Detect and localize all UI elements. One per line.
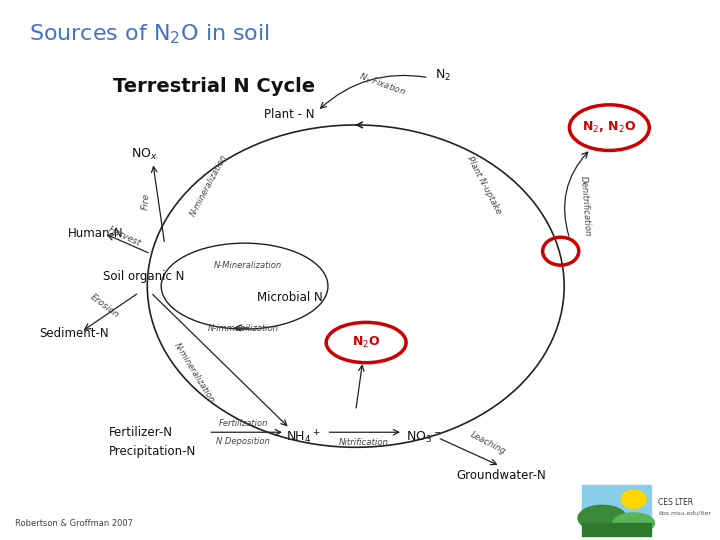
Text: NH$_4$$^+$: NH$_4$$^+$ <box>287 429 321 447</box>
Text: Human-N: Human-N <box>68 227 123 240</box>
Text: Denitrification: Denitrification <box>578 176 592 237</box>
Text: Sources of N$_2$O in soil: Sources of N$_2$O in soil <box>30 23 270 46</box>
Text: kbs.msu.edu/lter: kbs.msu.edu/lter <box>658 510 711 515</box>
Text: Fire: Fire <box>140 192 151 210</box>
Text: N$_2$, N$_2$O: N$_2$, N$_2$O <box>582 120 636 135</box>
Text: Erosion: Erosion <box>88 293 120 320</box>
Text: Leaching: Leaching <box>469 430 507 456</box>
Text: N$_2$ Fixation: N$_2$ Fixation <box>357 70 408 99</box>
Text: N$_2$O: N$_2$O <box>352 335 380 350</box>
Text: N-mineralization: N-mineralization <box>188 152 229 218</box>
Text: Fertilizer-N: Fertilizer-N <box>109 426 173 438</box>
Text: Sediment-N: Sediment-N <box>40 327 109 340</box>
Text: Groundwater-N: Groundwater-N <box>456 469 546 482</box>
Text: N Deposition: N Deposition <box>216 437 270 447</box>
Text: Microbial N: Microbial N <box>257 292 323 305</box>
Text: Robertson & Groffman 2007: Robertson & Groffman 2007 <box>15 519 133 528</box>
Text: N$_2$: N$_2$ <box>435 68 451 83</box>
Text: Plant N-uptake: Plant N-uptake <box>465 155 503 215</box>
Text: Terrestrial N Cycle: Terrestrial N Cycle <box>112 77 315 96</box>
Text: Soil organic N: Soil organic N <box>103 270 184 283</box>
Text: N-mineralization: N-mineralization <box>173 341 217 405</box>
Text: NO$_3$$^-$: NO$_3$$^-$ <box>406 430 441 445</box>
Text: N-Mineralization: N-Mineralization <box>214 261 282 270</box>
Text: Plant - N: Plant - N <box>264 107 315 121</box>
Text: NO$_x$: NO$_x$ <box>130 147 157 162</box>
Text: Fertilization: Fertilization <box>218 418 268 428</box>
Text: CES LTER: CES LTER <box>658 497 693 507</box>
Text: N-immobilization: N-immobilization <box>207 323 279 333</box>
Text: Harvest: Harvest <box>107 225 143 248</box>
Text: Nitrification: Nitrification <box>339 438 389 448</box>
Text: Precipitation-N: Precipitation-N <box>109 445 197 458</box>
